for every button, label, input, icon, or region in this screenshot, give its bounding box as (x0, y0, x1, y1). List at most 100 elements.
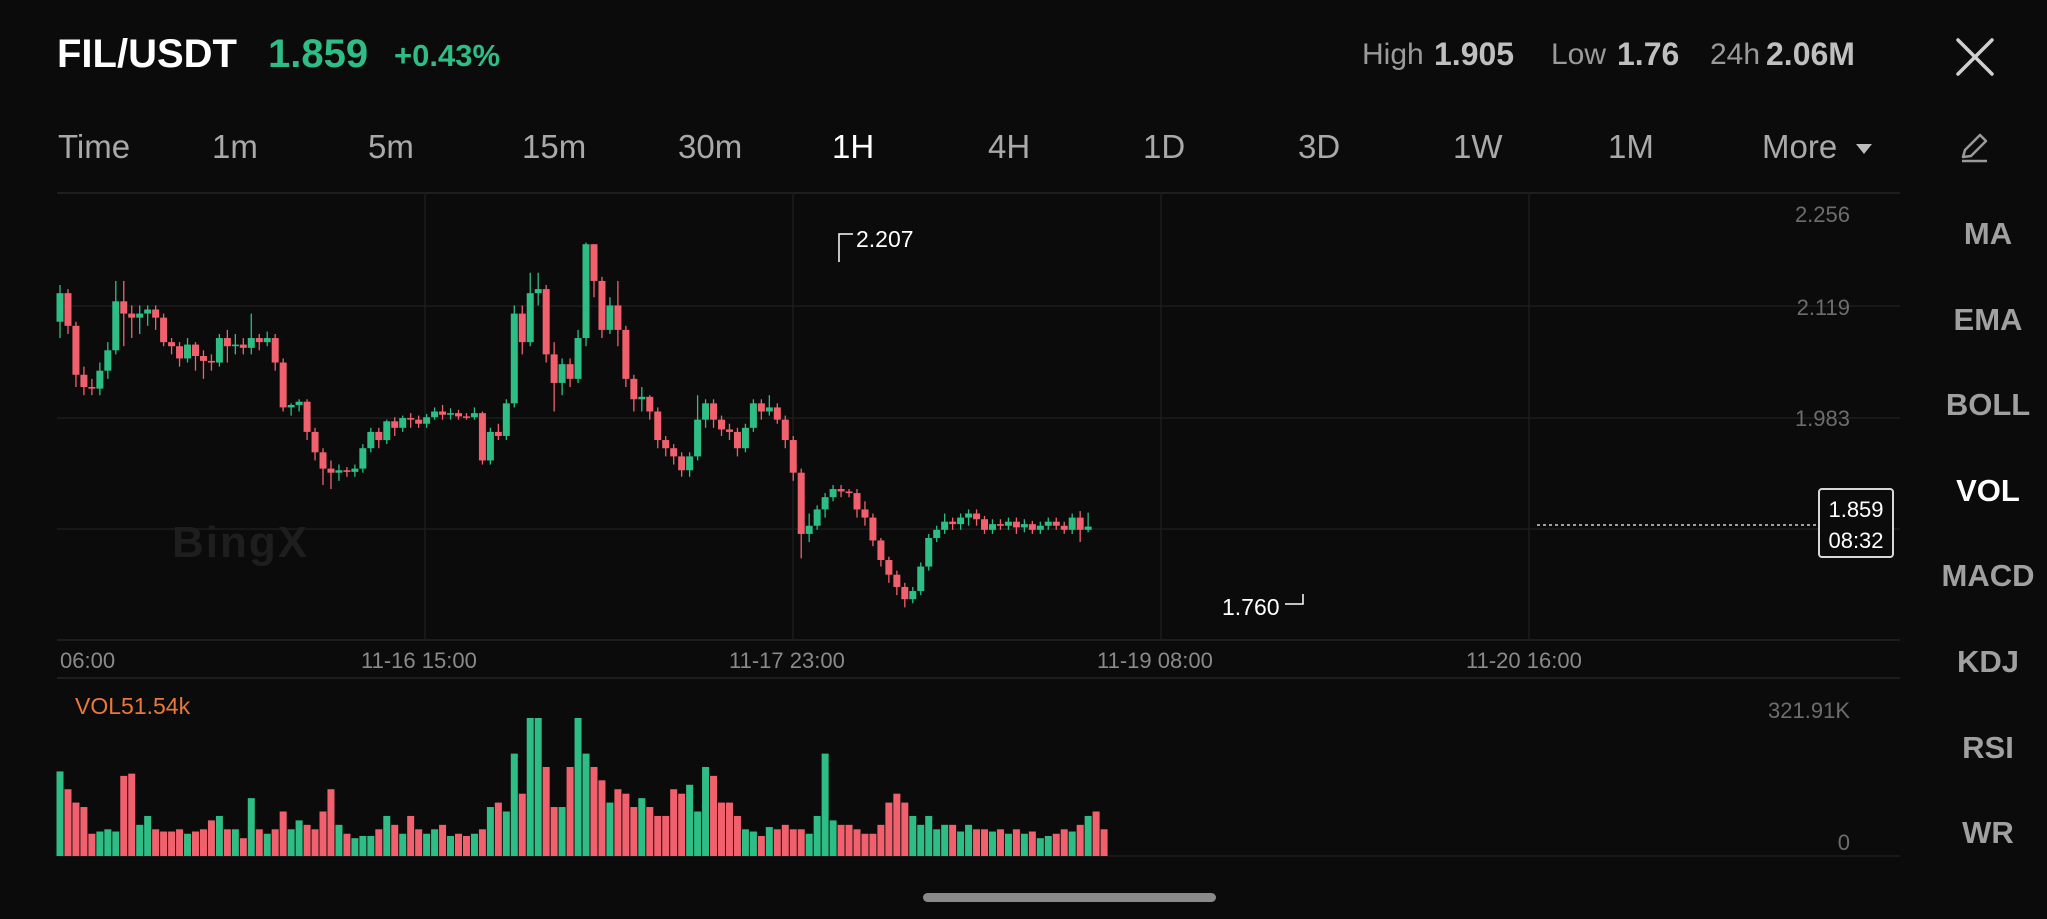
indicator-boll[interactable]: BOLL (1945, 387, 2031, 422)
volume-bar (789, 829, 797, 856)
volume-bar (773, 829, 781, 856)
candle (1036, 525, 1044, 530)
candle (694, 419, 702, 457)
x-tick-label: 06:00 (60, 648, 116, 673)
indicator-ma[interactable]: MA (1963, 216, 2013, 251)
edit-button[interactable] (1957, 130, 1991, 164)
current-price-value: 1.859 (1828, 497, 1884, 522)
volume-bar (343, 833, 351, 856)
bingx-watermark: BingX (172, 518, 310, 567)
volume-bar (494, 802, 502, 856)
candle (1044, 521, 1052, 526)
candle (718, 419, 726, 430)
candle (1076, 517, 1084, 530)
volume-bar (1092, 811, 1100, 856)
tab-more[interactable]: More (1762, 128, 1874, 166)
candle (96, 370, 104, 389)
volume-bar (781, 824, 789, 856)
volume-bar (478, 829, 486, 856)
tab-5m[interactable]: 5m (368, 128, 414, 165)
high-value: 1.905 (1434, 36, 1515, 72)
candle (263, 338, 271, 343)
candles-group (56, 242, 1092, 608)
indicator-macd[interactable]: MACD (1941, 558, 2035, 593)
candle (478, 413, 486, 461)
volume-bar (965, 824, 973, 856)
candle (462, 416, 470, 418)
candle (72, 325, 80, 375)
low-value: 1.76 (1617, 36, 1680, 72)
volume-bar (1052, 833, 1060, 856)
candle (1084, 526, 1092, 530)
candle (223, 338, 231, 347)
volume-bar (1044, 835, 1052, 856)
candle-countdown: 08:32 (1828, 528, 1884, 553)
volume-bar (351, 838, 359, 856)
candle (797, 472, 805, 534)
candle (279, 362, 287, 408)
candle (534, 289, 542, 294)
candle (901, 586, 909, 600)
candle (271, 338, 279, 363)
volume-bar (1004, 833, 1012, 856)
volume-bar (981, 829, 989, 856)
tab-1mo[interactable]: 1M (1608, 128, 1654, 165)
indicator-kdj[interactable]: KDJ (1956, 644, 2019, 679)
candle (104, 350, 112, 371)
indicator-ema[interactable]: EMA (1953, 302, 2023, 337)
volume-bar (120, 775, 128, 856)
volume-bar (925, 815, 933, 856)
tab-1m[interactable]: 1m (212, 128, 258, 165)
candle (144, 309, 152, 314)
y-tick-label: 2.256 (1794, 202, 1850, 227)
tab-1h[interactable]: 1H (832, 128, 875, 165)
volume-bar (702, 766, 710, 856)
candle (80, 374, 88, 388)
volume-bar (550, 807, 558, 856)
indicator-rsi[interactable]: RSI (1962, 730, 2014, 765)
indicator-wr[interactable]: WR (1962, 815, 2014, 850)
volume-bar (957, 831, 965, 856)
volume-bar (152, 829, 160, 856)
volume-bar (725, 802, 733, 856)
candle (837, 489, 845, 492)
candle (319, 452, 327, 469)
candle (813, 509, 821, 526)
volume-bar (88, 833, 96, 856)
candle (789, 440, 797, 473)
tab-1w[interactable]: 1W (1453, 128, 1503, 165)
candle (566, 364, 574, 379)
candle (152, 309, 160, 318)
x-tick-label: 11-20 16:00 (1466, 648, 1582, 673)
volume-bar (311, 829, 319, 856)
candle (375, 431, 383, 441)
indicator-vol[interactable]: VOL (1956, 473, 2020, 508)
volume-bar (757, 835, 765, 856)
tab-3d[interactable]: 3D (1298, 128, 1341, 165)
candle (455, 413, 462, 417)
volume-bar (741, 829, 749, 856)
price-change: +0.43% (394, 38, 501, 73)
candle (725, 429, 733, 432)
tab-30m[interactable]: 30m (678, 128, 743, 165)
candle (670, 448, 678, 457)
candle (231, 344, 239, 347)
volume-bar (439, 824, 447, 856)
candle (1060, 525, 1068, 530)
volume-bar (383, 815, 391, 856)
home-indicator[interactable] (923, 893, 1216, 902)
volume-bar (877, 824, 885, 856)
volume-bar (630, 807, 638, 856)
close-button[interactable] (1952, 34, 1998, 80)
trading-pair[interactable]: FIL/USDT (57, 32, 237, 76)
tab-1d[interactable]: 1D (1143, 128, 1186, 165)
candle (399, 418, 407, 428)
volume-bar (813, 815, 821, 856)
x-tick-label: 11-17 23:00 (729, 648, 845, 673)
candle (1012, 521, 1020, 528)
tab-15m[interactable]: 15m (522, 128, 587, 165)
tab-time[interactable]: Time (58, 128, 131, 165)
tab-4h[interactable]: 4H (988, 128, 1031, 165)
low-marker-label: 1.760 (1222, 594, 1280, 620)
